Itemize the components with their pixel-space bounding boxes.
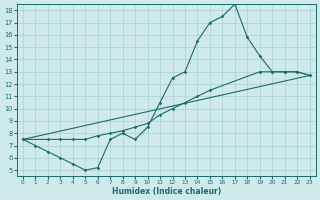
X-axis label: Humidex (Indice chaleur): Humidex (Indice chaleur) (112, 187, 221, 196)
